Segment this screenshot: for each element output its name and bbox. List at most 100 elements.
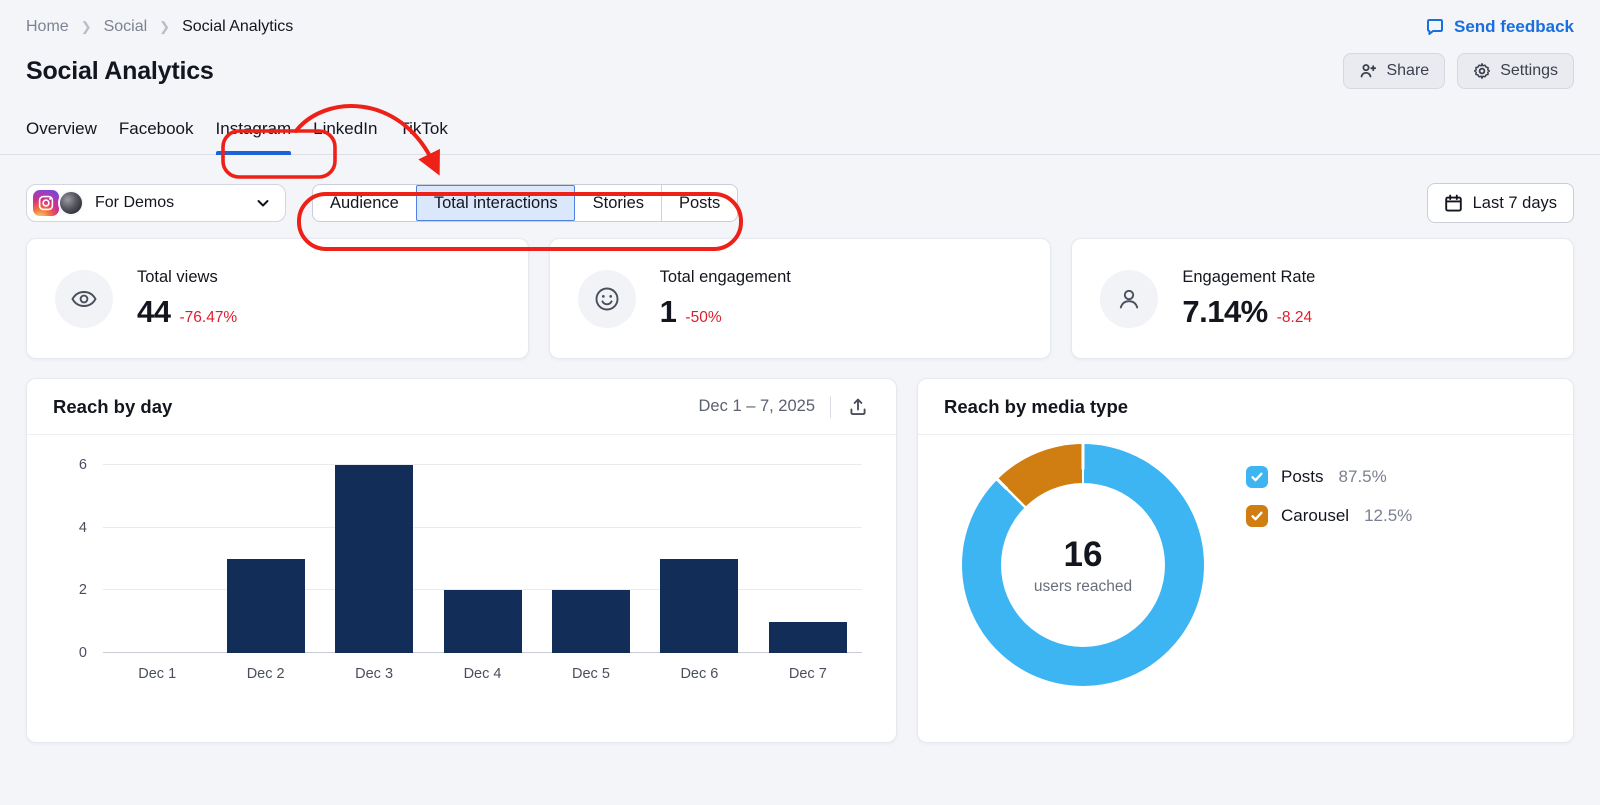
date-range-button[interactable]: Last 7 days: [1426, 183, 1574, 223]
bar-dec-5: [551, 590, 630, 653]
header-row: Social Analytics Share Settings: [0, 37, 1600, 89]
settings-button[interactable]: Settings: [1457, 53, 1574, 89]
subtab-stories[interactable]: Stories: [575, 185, 661, 221]
y-tick-label: 4: [78, 519, 87, 536]
bar-column-dec-3: [320, 465, 428, 653]
reach-by-media-card: Reach by media type 16 users reached Pos…: [917, 378, 1574, 743]
export-icon: [848, 397, 868, 417]
bars: [103, 465, 862, 653]
eye-icon: [55, 269, 113, 328]
breadcrumb-current: Social Analytics: [182, 18, 294, 35]
breadcrumb-social[interactable]: Social: [103, 18, 148, 35]
instagram-icon: [33, 190, 59, 216]
bar-dec-6: [660, 559, 739, 653]
page-title: Social Analytics: [26, 56, 214, 85]
x-tick-label: Dec 4: [463, 666, 502, 682]
header-actions: Share Settings: [1343, 53, 1574, 89]
kpi-cards: Total views 44 -76.47% Total engagement …: [0, 238, 1600, 359]
kpi-value: 1: [659, 293, 677, 329]
send-feedback-link[interactable]: Send feedback: [1425, 17, 1574, 37]
x-tick-label: Dec 3: [355, 666, 394, 682]
bar-chart: 6 4 2 0 Dec 1 Dec 2 Dec 3 Dec 4 Dec 5 Dec 6 Dec 7: [27, 435, 896, 682]
kpi-value: 44: [137, 293, 171, 329]
bar-column-dec-4: [428, 465, 536, 653]
chart-header-actions: Dec 1 – 7, 2025: [699, 395, 871, 419]
checkbox-checked-icon[interactable]: [1246, 505, 1269, 527]
donut-chart: 16 users reached Posts 87.5% Carousel: [918, 435, 1573, 686]
calendar-icon: [1444, 194, 1463, 213]
y-tick-label: 6: [78, 457, 87, 473]
chevron-down-icon: [255, 195, 271, 211]
kpi-delta: -76.47%: [179, 308, 238, 326]
x-tick-label: Dec 2: [246, 666, 285, 682]
bar-column-dec-7: [754, 465, 862, 653]
x-tick-label: Dec 5: [572, 666, 610, 682]
kpi-content: Engagement Rate 7.14% -8.24: [1182, 268, 1315, 330]
bar-column-dec-6: [645, 465, 753, 653]
legend-item-posts[interactable]: Posts 87.5%: [1246, 466, 1412, 488]
donut-center-value: 16: [1063, 534, 1103, 574]
gridline-y2: [103, 589, 863, 591]
profile-name: For Demos: [95, 194, 175, 211]
x-tick-label: Dec 1: [138, 666, 177, 682]
tab-facebook[interactable]: Facebook: [119, 113, 194, 154]
tab-linkedin[interactable]: LinkedIn: [313, 113, 377, 154]
bar-column-dec-1: [103, 465, 211, 653]
speech-bubble-icon: [1425, 17, 1445, 37]
donut-center: 16 users reached: [1001, 483, 1166, 647]
legend-label: Carousel: [1281, 506, 1350, 525]
legend-value: 87.5%: [1338, 467, 1387, 486]
kpi-delta: -50%: [685, 308, 722, 326]
tab-instagram[interactable]: Instagram: [215, 113, 291, 155]
smiley-icon: [577, 269, 636, 328]
kpi-value: 7.14%: [1182, 293, 1268, 329]
chart-title: Reach by day: [53, 395, 173, 417]
subtab-posts[interactable]: Posts: [661, 185, 737, 221]
x-tick-label: Dec 7: [788, 666, 827, 682]
kpi-card-total-views: Total views 44 -76.47%: [26, 238, 529, 359]
divider: [830, 395, 832, 418]
person-icon: [1100, 269, 1159, 328]
filters-row: For Demos Audience Total interactions St…: [0, 183, 1600, 223]
bar-plot-area: 6 4 2 0: [79, 457, 863, 661]
tab-overview[interactable]: Overview: [26, 113, 97, 154]
kpi-label: Engagement Rate: [1182, 267, 1316, 286]
profile-selector[interactable]: For Demos: [26, 184, 286, 222]
gear-icon: [1473, 62, 1491, 80]
person-plus-icon: [1359, 62, 1377, 80]
share-label: Share: [1386, 62, 1430, 79]
breadcrumb: Home ❯ Social ❯ Social Analytics: [26, 18, 293, 36]
kpi-card-total-engagement: Total engagement 1 -50%: [548, 238, 1052, 359]
x-axis-labels: Dec 1 Dec 2 Dec 3 Dec 4 Dec 5 Dec 6 Dec 7: [103, 666, 862, 682]
legend-value: 12.5%: [1364, 506, 1413, 525]
send-feedback-label: Send feedback: [1454, 17, 1574, 36]
bar-dec-2: [226, 559, 305, 653]
export-button[interactable]: [846, 395, 870, 419]
share-button[interactable]: Share: [1343, 53, 1446, 89]
kpi-delta: -8.24: [1276, 308, 1313, 326]
legend-item-carousel[interactable]: Carousel 12.5%: [1246, 505, 1412, 527]
settings-label: Settings: [1500, 62, 1558, 79]
kpi-content: Total engagement 1 -50%: [660, 268, 791, 330]
gridline-y4: [103, 526, 863, 528]
bar-dec-7: [768, 621, 847, 653]
kpi-label: Total engagement: [659, 267, 791, 286]
chevron-right-icon: ❯: [80, 19, 92, 34]
checkbox-checked-icon[interactable]: [1246, 466, 1269, 488]
chevron-right-icon: ❯: [159, 19, 171, 34]
bar-column-dec-5: [537, 465, 645, 653]
subtab-audience[interactable]: Audience: [313, 185, 416, 221]
bar-dec-3: [335, 465, 414, 653]
breadcrumb-home[interactable]: Home: [26, 18, 69, 35]
top-bar: Home ❯ Social ❯ Social Analytics Send fe…: [0, 0, 1600, 37]
subtab-total-interactions[interactable]: Total interactions: [415, 185, 575, 221]
tab-tiktok[interactable]: TikTok: [399, 113, 448, 154]
gridline-y6: [103, 464, 863, 465]
metric-subtabs: Audience Total interactions Stories Post…: [312, 184, 739, 222]
bar-dec-4: [443, 590, 522, 653]
legend-label: Posts: [1281, 467, 1324, 486]
x-tick-label: Dec 6: [680, 666, 719, 682]
reach-by-day-header: Reach by day Dec 1 – 7, 2025: [27, 379, 897, 435]
